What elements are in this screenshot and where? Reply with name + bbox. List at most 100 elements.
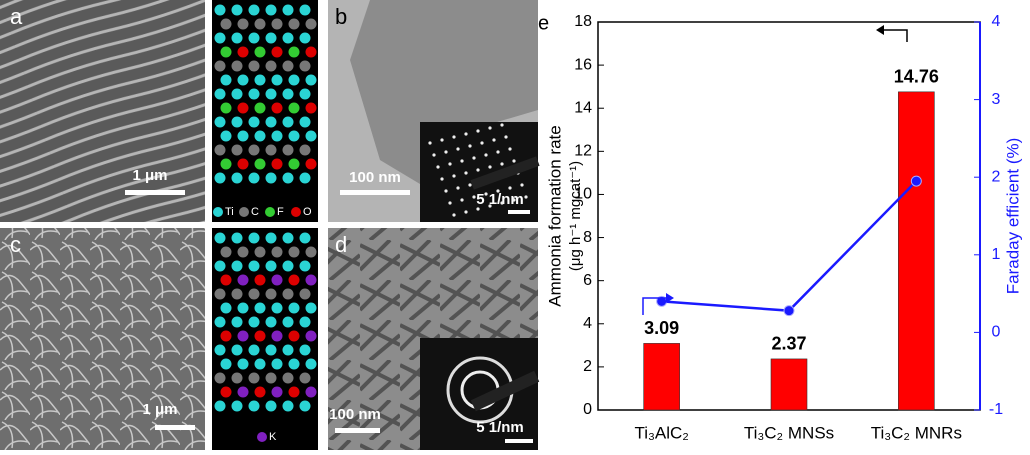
atom bbox=[232, 233, 243, 244]
diffraction-spot bbox=[484, 153, 487, 156]
y-tick-label: 6 bbox=[583, 272, 592, 289]
diffraction-spot bbox=[468, 183, 471, 186]
atom bbox=[272, 331, 283, 342]
diffraction-spot bbox=[440, 177, 443, 180]
atom bbox=[232, 33, 243, 44]
atom bbox=[238, 303, 249, 314]
atom bbox=[249, 61, 260, 72]
atom bbox=[306, 75, 317, 86]
legend-label: F bbox=[277, 206, 284, 218]
atom bbox=[289, 19, 300, 30]
atom bbox=[238, 19, 249, 30]
line bbox=[662, 181, 917, 311]
atom bbox=[283, 261, 294, 272]
legend-label: O bbox=[303, 206, 312, 218]
diffraction-spot bbox=[500, 123, 503, 126]
atom bbox=[306, 47, 317, 58]
bar bbox=[771, 359, 807, 410]
atom bbox=[272, 303, 283, 314]
atom bbox=[266, 233, 277, 244]
diffraction-spot bbox=[496, 189, 499, 192]
atom bbox=[255, 247, 266, 258]
atom bbox=[306, 19, 317, 30]
diffraction-spot bbox=[508, 186, 511, 189]
legend-swatch bbox=[239, 207, 249, 217]
atom bbox=[232, 401, 243, 412]
atom bbox=[289, 47, 300, 58]
diffraction-spot bbox=[520, 183, 523, 186]
atom bbox=[221, 247, 232, 258]
line-marker bbox=[911, 176, 921, 186]
scale-label: 100 nm bbox=[329, 406, 381, 423]
atom bbox=[266, 5, 277, 16]
bar bbox=[898, 92, 934, 410]
atom bbox=[306, 331, 317, 342]
atom bbox=[255, 103, 266, 114]
atom bbox=[255, 331, 266, 342]
atom bbox=[283, 317, 294, 328]
atom bbox=[300, 345, 311, 356]
scale-bar bbox=[335, 428, 380, 433]
atom bbox=[300, 145, 311, 156]
diffraction-spot bbox=[452, 213, 455, 216]
atom bbox=[306, 131, 317, 142]
scale-label: 5 1/nm bbox=[476, 419, 524, 436]
atom bbox=[215, 117, 226, 128]
y2-tick-label: 0 bbox=[992, 324, 1001, 341]
figure: a 1 μm b 100 nm 5 1/nm c 1 μm d 100 nm 5… bbox=[0, 0, 1030, 450]
y-tick-label: 16 bbox=[574, 56, 592, 73]
atom bbox=[255, 275, 266, 286]
scale-label: 1 μm bbox=[132, 167, 167, 184]
diffraction-spot bbox=[444, 189, 447, 192]
scale-bar bbox=[505, 439, 533, 443]
atom bbox=[255, 75, 266, 86]
atom bbox=[306, 103, 317, 114]
atom bbox=[249, 373, 260, 384]
atom bbox=[306, 275, 317, 286]
atom bbox=[300, 261, 311, 272]
legend-swatch bbox=[257, 432, 267, 442]
diffraction-spot bbox=[476, 129, 479, 132]
atom bbox=[232, 5, 243, 16]
diffraction-spot bbox=[472, 195, 475, 198]
atom bbox=[289, 159, 300, 170]
atom bbox=[283, 173, 294, 184]
atom bbox=[300, 373, 311, 384]
atom bbox=[255, 359, 266, 370]
bar-value-label: 2.37 bbox=[771, 334, 806, 354]
diffraction-spot bbox=[512, 198, 515, 201]
atom bbox=[283, 401, 294, 412]
atom bbox=[283, 145, 294, 156]
diffraction-spot bbox=[460, 198, 463, 201]
atom bbox=[221, 359, 232, 370]
diffraction-spot bbox=[504, 135, 507, 138]
y-axis-label: Ammonia formation rate bbox=[545, 125, 564, 306]
atom bbox=[238, 159, 249, 170]
bar bbox=[644, 343, 680, 410]
bar-value-label: 14.76 bbox=[894, 67, 939, 87]
diffraction-spot bbox=[464, 132, 467, 135]
legend-swatch bbox=[213, 207, 223, 217]
atom bbox=[300, 401, 311, 412]
atom bbox=[266, 61, 277, 72]
atom bbox=[300, 89, 311, 100]
diffraction-spot bbox=[464, 171, 467, 174]
atom bbox=[221, 75, 232, 86]
atom bbox=[215, 33, 226, 44]
panel-label: b bbox=[335, 4, 347, 29]
atom bbox=[283, 117, 294, 128]
atom bbox=[300, 173, 311, 184]
atom bbox=[249, 317, 260, 328]
y2-tick-label: -1 bbox=[989, 401, 1003, 418]
atom bbox=[255, 47, 266, 58]
y-tick-label: 18 bbox=[574, 13, 592, 30]
y-tick-label: 12 bbox=[574, 143, 592, 160]
atom bbox=[266, 289, 277, 300]
diffraction-spot bbox=[500, 201, 503, 204]
atom bbox=[289, 387, 300, 398]
atom bbox=[238, 75, 249, 86]
scale-bar bbox=[340, 190, 410, 195]
diffraction-spot bbox=[448, 201, 451, 204]
legend-label: C bbox=[251, 206, 259, 218]
diffraction-spot bbox=[468, 144, 471, 147]
